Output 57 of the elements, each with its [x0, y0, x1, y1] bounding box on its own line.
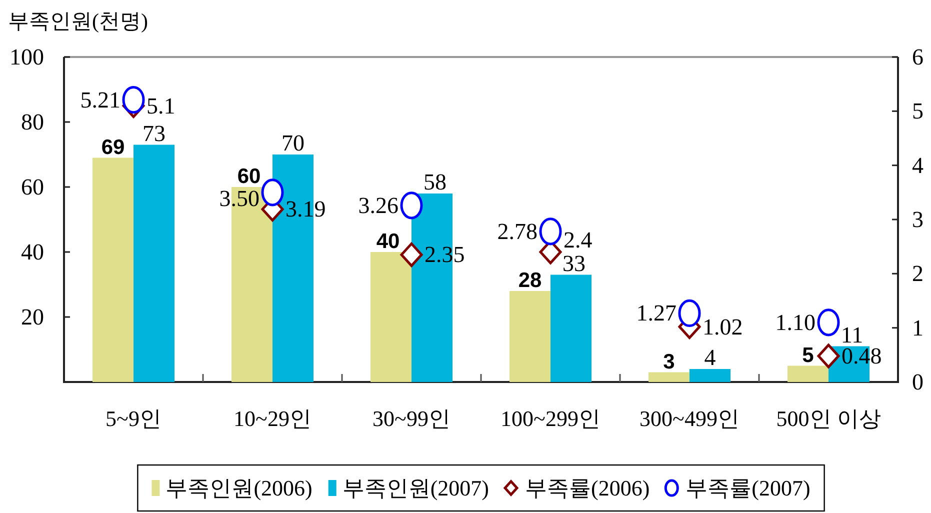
bar: [134, 144, 175, 382]
data-label: 73: [142, 120, 166, 146]
y2-tick-label: 1: [912, 315, 924, 340]
data-label: 1.02: [702, 314, 743, 340]
x-tick-label: 30~99인: [372, 406, 450, 431]
legend-label: 부족률(2006): [525, 476, 650, 500]
bar: [648, 372, 690, 382]
data-label: 28: [518, 269, 542, 292]
point: [400, 242, 423, 267]
x-tick-label: 10~29인: [234, 406, 312, 431]
point: [261, 178, 284, 206]
legend-label: 부족인원(2006): [166, 476, 312, 500]
data-label: 3.50: [219, 186, 260, 211]
y-tick-label: 40: [21, 240, 44, 264]
data-label: 3: [663, 350, 675, 374]
bar: [509, 291, 550, 382]
data-label: 60: [237, 165, 261, 188]
point: [400, 192, 423, 220]
y-tick-label: 80: [21, 110, 44, 134]
point: [817, 344, 840, 368]
y-tick-label: 100: [10, 44, 44, 70]
x-tick-label: 300~499인: [640, 406, 740, 431]
data-label: 40: [376, 230, 400, 253]
data-label: 70: [282, 130, 305, 156]
y2-tick-label: 4: [912, 152, 924, 178]
data-label: 2.78: [497, 218, 538, 244]
bar: [370, 252, 412, 382]
data-label: 5: [802, 344, 814, 367]
y-tick-label: 20: [21, 304, 44, 330]
point: [678, 299, 701, 328]
y2-tick-label: 2: [912, 261, 924, 286]
data-label: 2.4: [564, 228, 593, 252]
data-label: 5.1: [146, 93, 176, 118]
y2-tick-label: 0: [912, 370, 924, 394]
legend-label: 부족인원(2007): [342, 476, 489, 500]
y-axis-title: 부족인원(천명): [8, 9, 148, 33]
y2-tick-label: 6: [912, 44, 924, 70]
bar: [92, 158, 134, 382]
y-tick-label: 60: [21, 174, 44, 200]
x-tick-label: 500인 이상: [776, 406, 881, 431]
data-label: 5.21: [80, 87, 120, 112]
legend-label: 부족률(2007): [686, 476, 810, 500]
x-tick-label: 100~299인: [500, 406, 600, 431]
bar: [787, 366, 828, 382]
data-label: 58: [424, 170, 447, 194]
y2-tick-label: 5: [912, 98, 924, 124]
y2-tick-label: 3: [912, 207, 924, 232]
data-label: 33: [562, 250, 586, 276]
data-label: 1.10: [775, 310, 816, 335]
data-label: 1.27: [636, 300, 676, 326]
x-tick-label: 5~9인: [106, 406, 162, 431]
bar: [550, 274, 592, 382]
bar: [690, 369, 731, 382]
data-label: 11: [840, 322, 864, 348]
data-label: 4: [704, 345, 716, 370]
data-label: 69: [101, 136, 125, 159]
data-label: 3.26: [358, 192, 398, 218]
